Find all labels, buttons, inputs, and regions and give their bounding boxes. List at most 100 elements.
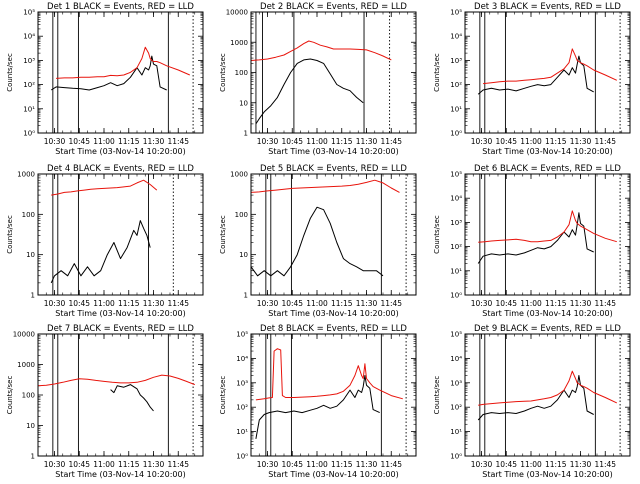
x-tick-label: 10:45 — [281, 460, 303, 469]
series-line-events — [250, 206, 384, 277]
x-tick-label: 11:00 — [93, 137, 115, 146]
y-tick-label: 10⁰ — [450, 130, 462, 138]
y-tick-label: 10¹ — [236, 428, 248, 436]
series-line-events — [110, 384, 154, 412]
plot-frame — [37, 333, 204, 457]
x-tick-label: 11:00 — [306, 460, 328, 469]
x-tick-label: 11:15 — [545, 460, 567, 469]
x-tick-label: 11:30 — [356, 137, 378, 146]
y-tick-label: 10⁰ — [23, 130, 35, 138]
series-line-events — [477, 55, 594, 95]
chart-panel-7: Det 7 BLACK = Events, RED = LLD Counts/se… — [6, 324, 204, 479]
y-tick-label: 10² — [450, 404, 462, 412]
y-tick-label: 10⁵ — [23, 9, 35, 17]
y-tick-label: 10 — [239, 99, 248, 107]
x-tick-label: 11:15 — [118, 460, 140, 469]
plot-frame — [37, 173, 204, 296]
y-tick-label: 100 — [22, 211, 35, 219]
y-tick-label: 10² — [450, 243, 462, 251]
plot-frame — [464, 333, 631, 457]
y-tick-label: 1000 — [17, 361, 35, 369]
x-axis-label: Start Time (03-Nov-14 10:20:00) — [55, 147, 185, 156]
chart-panel-6: Det 6 BLACK = Events, RED = LLD Counts/se… — [433, 164, 631, 318]
chart-title: Det 2 BLACK = Events, RED = LLD — [260, 2, 407, 12]
x-tick-label: 10:30 — [257, 460, 279, 469]
y-tick-label: 1000 — [230, 39, 248, 47]
plot-frame — [464, 173, 631, 296]
y-tick-label: 10³ — [450, 219, 462, 227]
x-tick-label: 10:30 — [471, 137, 493, 146]
chart-title: Det 7 BLACK = Events, RED = LLD — [47, 324, 194, 334]
chart-panel-2: Det 2 BLACK = Events, RED = LLD Counts/se… — [219, 2, 417, 156]
y-axis-label: Counts/sec — [433, 376, 441, 415]
y-tick-label: 1000 — [230, 171, 248, 179]
x-tick-label: 11:00 — [93, 299, 115, 308]
x-tick-label: 11:00 — [306, 137, 328, 146]
x-axis-label: Start Time (03-Nov-14 10:20:00) — [482, 309, 612, 318]
x-tick-label: 10:45 — [495, 460, 517, 469]
y-axis-label: Counts/sec — [6, 376, 14, 415]
y-tick-label: 10⁰ — [450, 453, 462, 461]
x-tick-label: 11:30 — [143, 137, 165, 146]
chart-panel-3: Det 3 BLACK = Events, RED = LLD Counts/se… — [433, 2, 631, 156]
chart-title: Det 3 BLACK = Events, RED = LLD — [474, 2, 621, 12]
y-tick-label: 10² — [23, 81, 35, 89]
x-axis-label: Start Time (03-Nov-14 10:20:00) — [268, 309, 398, 318]
y-axis-label: Counts/sec — [433, 53, 441, 92]
chart-panel-8: Det 8 BLACK = Events, RED = LLD Counts/se… — [219, 324, 417, 479]
chart-panel-1: Det 1 BLACK = Events, RED = LLD Counts/se… — [6, 2, 204, 156]
y-tick-label: 10 — [26, 251, 35, 259]
x-tick-label: 10:45 — [495, 137, 517, 146]
y-tick-label: 10⁴ — [450, 33, 462, 41]
plot-frame — [250, 333, 417, 457]
plot-frame — [464, 11, 631, 134]
y-tick-label: 10⁴ — [450, 195, 462, 203]
x-tick-label: 10:45 — [68, 137, 90, 146]
x-tick-label: 11:45 — [380, 299, 402, 308]
series-line-events — [477, 375, 594, 421]
y-tick-label: 10⁵ — [450, 9, 462, 17]
y-tick-label: 10³ — [450, 379, 462, 387]
series-line-events — [477, 212, 594, 264]
y-tick-label: 10³ — [450, 57, 462, 65]
series-line-lld — [255, 348, 403, 401]
x-tick-label: 11:45 — [167, 460, 189, 469]
x-tick-label: 10:30 — [44, 137, 66, 146]
plot-frame — [250, 173, 417, 296]
x-tick-label: 10:30 — [471, 299, 493, 308]
y-tick-label: 1 — [244, 130, 248, 138]
x-tick-label: 10:30 — [44, 299, 66, 308]
series-line-events — [255, 375, 380, 439]
y-tick-label: 10¹ — [450, 428, 462, 436]
x-tick-label: 10:30 — [471, 460, 493, 469]
series-line-lld — [56, 46, 190, 79]
chart-panel-4: Det 4 BLACK = Events, RED = LLD Counts/se… — [6, 164, 204, 318]
x-axis-label: Start Time (03-Nov-14 10:20:00) — [55, 470, 185, 479]
series-line-lld — [37, 374, 195, 387]
x-tick-label: 10:45 — [495, 299, 517, 308]
x-tick-label: 10:45 — [68, 299, 90, 308]
x-tick-label: 11:45 — [167, 299, 189, 308]
x-tick-label: 11:45 — [380, 137, 402, 146]
chart-title: Det 9 BLACK = Events, RED = LLD — [474, 324, 621, 334]
y-tick-label: 1000 — [17, 171, 35, 179]
x-tick-label: 10:45 — [281, 137, 303, 146]
x-tick-label: 11:30 — [143, 299, 165, 308]
x-tick-label: 11:15 — [545, 137, 567, 146]
series-line-events — [255, 58, 364, 125]
series-line-lld — [478, 370, 618, 406]
x-tick-label: 11:30 — [143, 460, 165, 469]
x-tick-label: 11:00 — [93, 460, 115, 469]
y-axis-label: Counts/sec — [6, 53, 14, 92]
y-tick-label: 10⁵ — [450, 331, 462, 339]
x-tick-label: 11:30 — [570, 460, 592, 469]
y-tick-label: 10³ — [23, 57, 35, 65]
chart-title: Det 5 BLACK = Events, RED = LLD — [260, 164, 407, 174]
chart-panel-9: Det 9 BLACK = Events, RED = LLD Counts/se… — [433, 324, 631, 479]
x-tick-label: 11:00 — [520, 460, 542, 469]
x-tick-label: 11:30 — [356, 460, 378, 469]
y-tick-label: 100 — [235, 211, 248, 219]
y-tick-label: 10¹ — [450, 267, 462, 275]
